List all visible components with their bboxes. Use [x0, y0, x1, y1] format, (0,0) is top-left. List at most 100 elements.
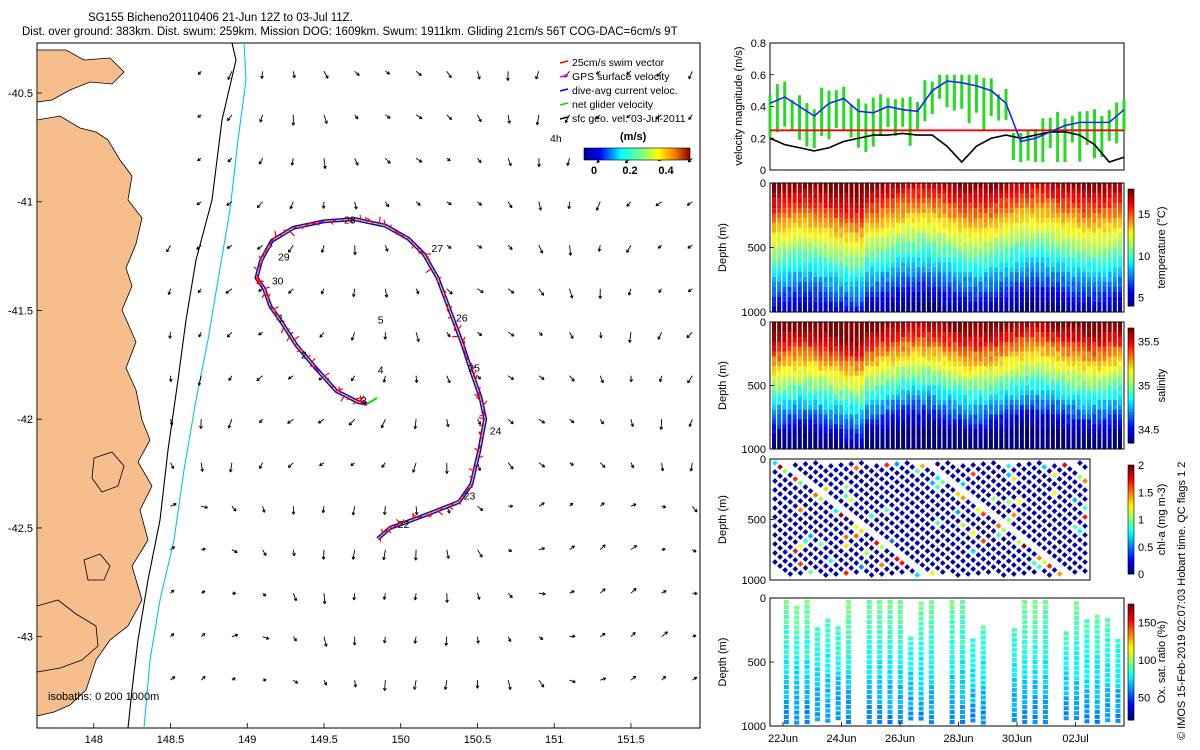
profile-sample [937, 306, 942, 312]
velocity-arrowhead [480, 289, 484, 294]
profile-sample [818, 395, 823, 401]
profile-sample [1014, 332, 1019, 338]
velocity-arrowhead [632, 632, 636, 636]
profile-sample [937, 438, 942, 444]
profile-sample [864, 341, 869, 347]
profile-sample [1025, 183, 1030, 189]
profile-sample [808, 395, 813, 401]
velocity-arrow [226, 244, 233, 249]
profile-sample [906, 188, 911, 194]
profile-sample [854, 327, 859, 333]
swim-vector [474, 447, 480, 453]
profile-sample [988, 193, 993, 199]
velocity-arrow [257, 201, 263, 209]
profile-sample [937, 247, 942, 253]
profile-sample [1112, 337, 1117, 343]
profile-sample [1118, 242, 1122, 248]
profile-sample [1097, 198, 1102, 204]
profile-sample [808, 301, 813, 307]
profile-sample [1107, 327, 1112, 333]
profile-sample [1092, 351, 1097, 357]
profile-sample [813, 291, 818, 297]
profile-sample [965, 553, 971, 559]
profile-sample [833, 286, 838, 292]
profile-sample [792, 222, 797, 228]
velocity-ytick-label: 0.4 [751, 102, 766, 114]
swim-vector [292, 335, 300, 341]
profile-sample [1030, 332, 1035, 338]
profile-sample [808, 188, 813, 194]
profile-sample [802, 370, 807, 376]
profile-sample [823, 443, 828, 449]
profile-sample [813, 272, 818, 278]
profile-sample [782, 385, 787, 391]
profile-sample [895, 346, 900, 352]
profile-sample [999, 267, 1004, 273]
profile-sample [813, 252, 818, 258]
profile-sample [772, 346, 776, 352]
profile-sample [1050, 272, 1055, 278]
profile-sample [792, 366, 797, 372]
profile-sample [921, 366, 926, 372]
profile-sample [999, 385, 1004, 391]
velocity-arrowhead [664, 631, 668, 635]
profile-sample [1014, 419, 1019, 425]
profile-sample [937, 399, 942, 405]
profile-sample [937, 217, 942, 223]
profile-sample [942, 198, 947, 204]
profile-sample [1045, 346, 1050, 352]
profile-sample [883, 462, 890, 468]
profile-sample [1076, 337, 1081, 343]
profile-sample [808, 267, 813, 273]
profile-sample [1097, 346, 1102, 352]
profile-sample [844, 203, 849, 209]
swim-vector [458, 501, 462, 505]
profile-sample [1102, 267, 1107, 273]
profile-sample [1056, 332, 1061, 338]
profile-sample [1014, 247, 1019, 253]
surface-velocity-arrows [166, 70, 698, 691]
profile-sample [926, 286, 931, 292]
swim-vector [274, 311, 277, 317]
velocity-arrowhead [258, 288, 262, 292]
profile-sample [921, 252, 926, 258]
profile-sample [942, 385, 947, 391]
velocity-arrow [507, 114, 510, 124]
profile-sample [968, 198, 973, 204]
profile-sample [823, 252, 828, 258]
profile-sample [1040, 188, 1045, 194]
profile-sample [889, 552, 895, 558]
profile-sample [880, 390, 885, 396]
profile-sample [926, 337, 931, 343]
profile-sample [978, 399, 983, 405]
profile-sample [782, 438, 787, 444]
profile-sample [1014, 208, 1019, 214]
profile-sample [787, 370, 792, 376]
swim-vector [257, 279, 264, 283]
profile-sample [787, 262, 792, 268]
profile-sample [818, 327, 823, 333]
profile-sample [1061, 409, 1066, 415]
profile-sample [859, 286, 864, 292]
profile-sample [802, 470, 809, 476]
profile-sample [1030, 262, 1035, 268]
profile-sample [932, 188, 937, 194]
profile-sample [1045, 438, 1050, 444]
profile-sample [973, 232, 978, 238]
profile-sample [864, 188, 869, 194]
profile-sample [792, 232, 797, 238]
profile-sample [921, 296, 926, 302]
profile-sample [899, 501, 905, 507]
profile-sample [932, 291, 937, 297]
profile-sample [1040, 193, 1045, 199]
profile-sample [1019, 414, 1024, 420]
profile-sample [957, 257, 962, 263]
profile-sample [889, 538, 895, 544]
profile-sample [772, 487, 778, 493]
profile-sample [942, 296, 947, 302]
profile-sample [1076, 203, 1081, 209]
profile-sample [1066, 257, 1071, 263]
profile-sample [1097, 247, 1102, 253]
profile-sample [878, 562, 885, 568]
profile-sample [823, 188, 828, 194]
